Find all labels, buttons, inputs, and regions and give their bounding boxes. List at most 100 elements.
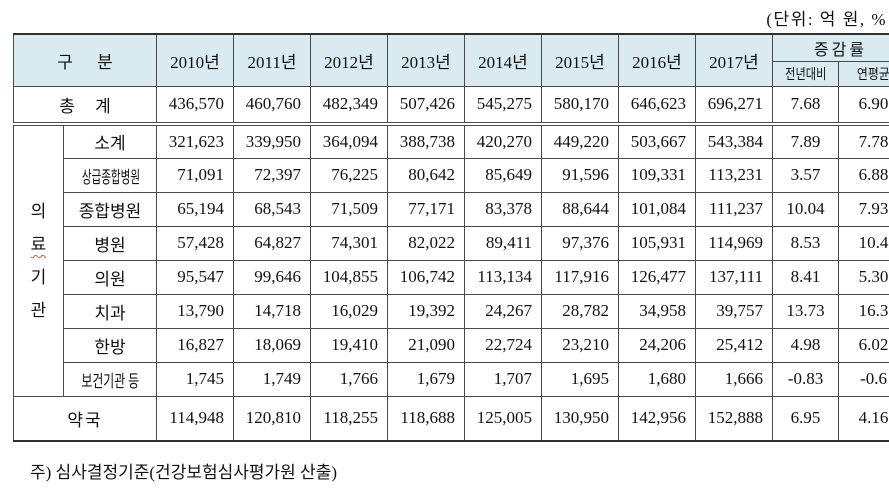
row-label-tertiary-hospital: 상급종합병원: [63, 157, 157, 193]
value-cell: 580,170: [541, 85, 619, 126]
table-row-tertiary-hospital: 상급종합병원 71,091 72,397 76,225 80,642 85,64…: [14, 157, 889, 193]
year-header-2010: 2010년: [156, 33, 234, 87]
value-cell: 97,376: [541, 225, 619, 261]
avg-cell: 6.02: [837, 327, 889, 363]
value-cell: 71,091: [156, 157, 234, 193]
value-cell: 82,022: [387, 225, 465, 261]
table-row-oriental: 한방 16,827 18,069 19,410 21,090 22,724 23…: [14, 327, 889, 363]
value-cell: 321,623: [156, 123, 234, 159]
avg-subheader-label: 연평균: [857, 67, 889, 83]
yoy-subheader: 전년대비: [772, 60, 839, 87]
year-header-2016: 2016년: [618, 33, 696, 87]
value-cell: 1,695: [541, 361, 619, 397]
value-cell: 28,782: [541, 293, 619, 329]
value-cell: 543,384: [695, 123, 773, 159]
value-cell: 113,231: [695, 157, 773, 193]
value-cell: 1,745: [156, 361, 234, 397]
table-row-general-hospital: 종합병원 65,194 68,543 71,509 77,171 83,378 …: [14, 191, 889, 227]
value-cell: 105,931: [618, 225, 696, 261]
value-cell: 16,029: [310, 293, 388, 329]
value-cell: 76,225: [310, 157, 388, 193]
value-cell: 24,267: [464, 293, 542, 329]
value-cell: 120,810: [233, 395, 311, 442]
avg-cell: 4.16: [837, 395, 889, 442]
yoy-cell: 10.04: [772, 191, 839, 227]
year-header-2015: 2015년: [541, 33, 619, 87]
vertical-char: 의: [30, 201, 47, 221]
value-cell: 449,220: [541, 123, 619, 159]
value-cell: 114,948: [156, 395, 234, 442]
year-header-2011: 2011년: [233, 33, 311, 87]
yoy-subheader-label: 전년대비: [784, 67, 827, 83]
vertical-char: 료: [30, 234, 47, 254]
value-cell: 83,378: [464, 191, 542, 227]
year-header-2012: 2012년: [310, 33, 388, 87]
value-cell: 420,270: [464, 123, 542, 159]
value-cell: 34,958: [618, 293, 696, 329]
value-cell: 130,950: [541, 395, 619, 442]
value-cell: 21,090: [387, 327, 465, 363]
table-row-total: 총 계 436,570 460,760 482,349 507,426 545,…: [13, 85, 889, 126]
row-label-general-hospital: 종합병원: [63, 191, 157, 227]
value-cell: 85,649: [464, 157, 542, 193]
value-cell: 106,742: [387, 259, 465, 295]
value-cell: 65,194: [156, 191, 234, 227]
value-cell: 1,679: [387, 361, 465, 397]
yoy-cell: 4.98: [772, 327, 839, 363]
value-cell: 1,749: [233, 361, 311, 397]
yoy-cell: 8.41: [772, 259, 839, 295]
value-cell: 696,271: [695, 85, 773, 126]
value-cell: 101,084: [618, 191, 696, 227]
value-cell: 339,950: [233, 123, 311, 159]
value-cell: 545,275: [464, 85, 542, 126]
value-cell: 388,738: [387, 123, 465, 159]
value-cell: 19,410: [310, 327, 388, 363]
avg-cell: 16.3: [837, 293, 889, 329]
value-cell: 109,331: [618, 157, 696, 193]
value-cell: 118,688: [387, 395, 465, 442]
year-header-2013: 2013년: [387, 33, 465, 87]
row-label-clinic: 의원: [63, 259, 157, 295]
avg-subheader: 연평균: [837, 60, 889, 87]
yoy-cell: 3.57: [772, 157, 839, 193]
value-cell: 23,210: [541, 327, 619, 363]
value-cell: 25,412: [695, 327, 773, 363]
value-cell: 39,757: [695, 293, 773, 329]
value-cell: 460,760: [233, 85, 311, 126]
row-label-text: 상급종합병원: [81, 167, 141, 187]
value-cell: 503,667: [618, 123, 696, 159]
value-cell: 137,111: [695, 259, 773, 295]
value-cell: 126,477: [618, 259, 696, 295]
medical-group-vertical-label: 의 료 기 관: [13, 123, 64, 397]
yoy-cell: 13.73: [772, 293, 839, 329]
unit-label: (단위: 억 원, %: [766, 10, 887, 29]
value-cell: 99,646: [233, 259, 311, 295]
table-row-pharmacy: 약국 114,948 120,810 118,255 118,688 125,0…: [13, 395, 889, 442]
table-row-dental: 치과 13,790 14,718 16,029 19,392 24,267 28…: [14, 293, 889, 329]
value-cell: 364,094: [310, 123, 388, 159]
avg-cell: 6.90: [837, 85, 889, 126]
avg-cell: 10.4: [837, 225, 889, 261]
avg-cell: 7.93: [837, 191, 889, 227]
value-cell: 88,644: [541, 191, 619, 227]
change-rate-header: 증감률: [771, 33, 889, 62]
vertical-char: 기: [30, 267, 47, 287]
value-cell: 72,397: [233, 157, 311, 193]
table-row-subtotal: 의 료 기 관 소계 321,623 339,950 364,094 388,7…: [13, 123, 889, 397]
value-cell: 80,642: [387, 157, 465, 193]
year-header-2017: 2017년: [695, 33, 773, 87]
value-cell: 436,570: [156, 85, 234, 126]
value-cell: 113,134: [464, 259, 542, 295]
footnote: 주) 심사결정기준(건강보험심사평가원 산출): [30, 463, 338, 482]
table-row-health-agency: 보건기관 등 1,745 1,749 1,766 1,679 1,707 1,6…: [14, 361, 889, 397]
value-cell: 1,707: [464, 361, 542, 397]
value-cell: 14,718: [233, 293, 311, 329]
value-cell: 1,680: [618, 361, 696, 397]
value-cell: 142,956: [618, 395, 696, 442]
value-cell: 16,827: [156, 327, 234, 363]
yoy-cell: -0.83: [772, 361, 839, 397]
value-cell: 89,411: [464, 225, 542, 261]
value-cell: 118,255: [310, 395, 388, 442]
data-table: 구 분 2010년 2011년 2012년 2013년 2014년 2015년 …: [13, 33, 889, 442]
value-cell: 1,766: [310, 361, 388, 397]
